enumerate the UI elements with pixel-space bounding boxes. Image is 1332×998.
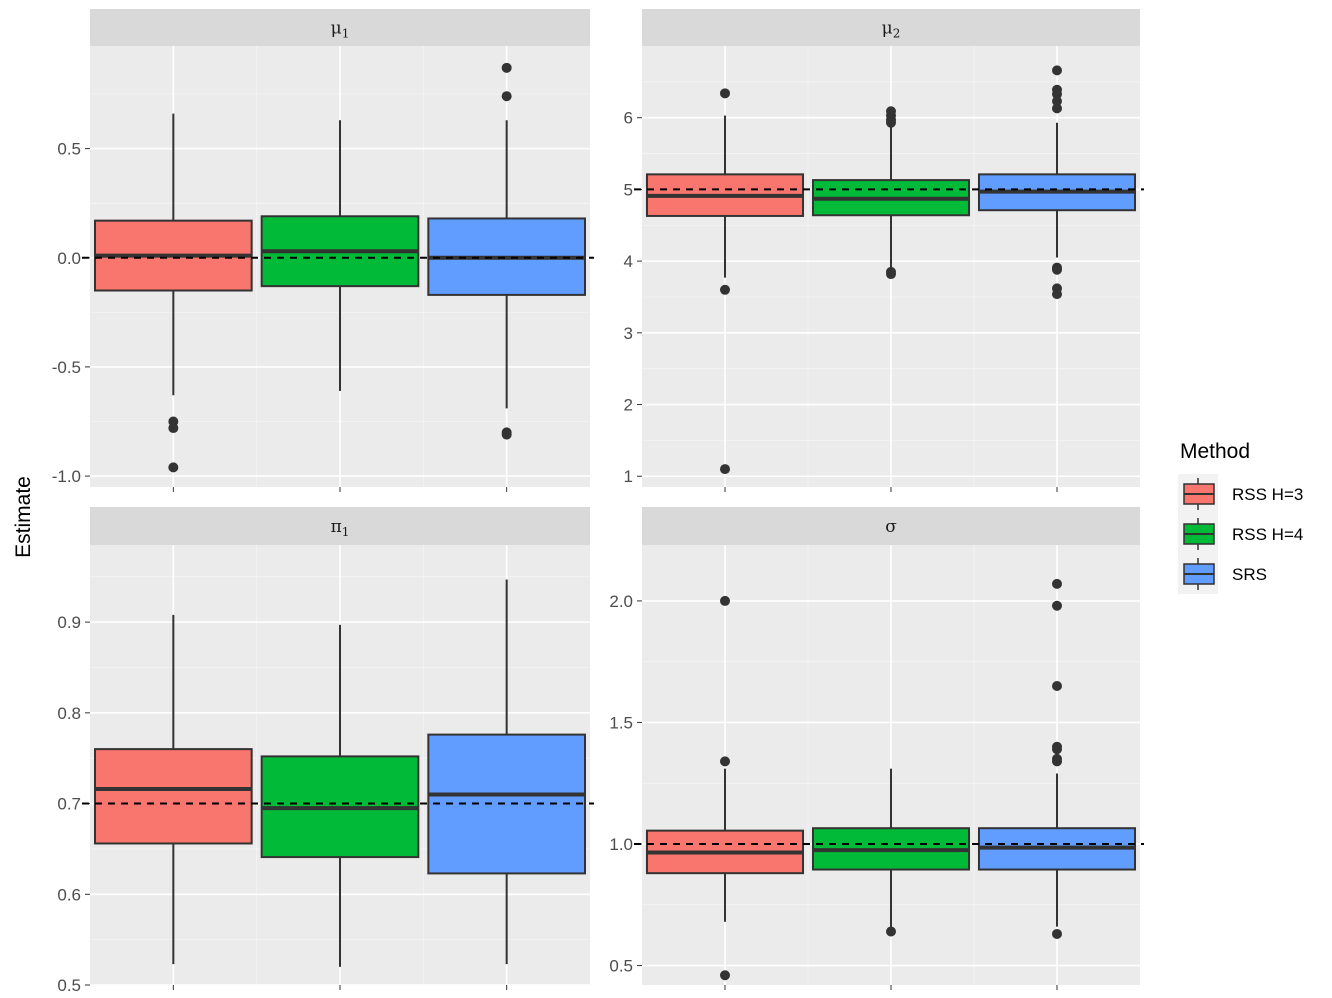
facet-strip	[90, 9, 590, 46]
y-tick-label: 0.8	[57, 704, 81, 723]
y-tick-label: 0.9	[57, 613, 81, 632]
y-tick-label: 5	[624, 180, 633, 199]
facet-strip-label: μ2	[882, 19, 901, 41]
y-axis-label: Estimate	[12, 476, 35, 558]
outlier-point	[720, 284, 730, 295]
y-tick-label: 4	[624, 252, 633, 271]
outlier-point	[501, 429, 512, 440]
legend-label: RSS H=4	[1232, 525, 1303, 544]
legend-item: RSS H=3	[1183, 478, 1303, 510]
y-tick-label: 2.0	[609, 592, 633, 611]
outlier-point	[720, 756, 730, 767]
y-tick-label: 2	[624, 396, 633, 415]
y-tick-label: -0.5	[52, 358, 81, 377]
outlier-point	[886, 106, 896, 117]
legend-title: Method	[1180, 440, 1250, 463]
outlier-point	[886, 926, 896, 937]
outlier-point	[501, 62, 512, 73]
facet-strip	[642, 9, 1140, 46]
outlier-point	[720, 88, 730, 99]
outlier-point	[1052, 600, 1062, 611]
panel-mu1: μ1 -1.0 -0.5 0.0 0.5	[52, 9, 594, 492]
y-tick-label: 1.0	[609, 835, 633, 854]
facet-strip-label: μ1	[331, 19, 350, 41]
box-2	[811, 768, 971, 937]
outlier-point	[1052, 741, 1062, 752]
box-3	[427, 579, 587, 965]
outlier-point	[1052, 289, 1062, 300]
outlier-point	[168, 462, 179, 473]
box-1	[645, 595, 805, 981]
y-tick-label: -1.0	[52, 467, 81, 486]
outlier-point	[1052, 96, 1062, 107]
outlier-point	[1052, 753, 1062, 764]
y-tick-label: 0.5	[57, 976, 81, 995]
outlier-point	[886, 269, 896, 280]
y-tick-label: 1	[624, 467, 633, 486]
facet-strip	[90, 507, 590, 545]
panel-pi1: π1 0.5 0.6 0.7 0.8 0.9	[57, 507, 594, 995]
y-tick-label: 0.5	[609, 957, 633, 976]
box-body	[427, 733, 587, 875]
box-1	[94, 614, 253, 965]
y-tick-label: 0.5	[57, 140, 81, 159]
facet-panels: μ1 -1.0 -0.5 0.0 0.5 μ2 1 2 3 4 5 6 π1 0.5 0.6 0.7 0.8 0.…	[52, 9, 1144, 995]
box-body	[94, 748, 253, 845]
box-3	[427, 62, 587, 440]
outlier-point	[1052, 264, 1062, 275]
box-1	[645, 88, 805, 475]
outlier-point	[1052, 103, 1062, 114]
outlier-point	[501, 91, 512, 102]
box-1	[94, 113, 253, 473]
y-tick-label: 6	[624, 109, 633, 128]
legend-label: RSS H=3	[1232, 485, 1303, 504]
box-2	[260, 120, 420, 391]
outlier-point	[720, 595, 730, 606]
y-tick-label: 0.6	[57, 885, 81, 904]
outlier-point	[720, 970, 730, 981]
y-tick-label: 0.7	[57, 795, 81, 814]
outlier-point	[168, 423, 179, 434]
outlier-point	[1052, 578, 1062, 589]
legend-item: SRS	[1183, 558, 1267, 590]
panel-sigma: σ 0.5 1.0 1.5 2.0	[609, 507, 1144, 990]
panel-mu2: μ2 1 2 3 4 5 6	[624, 9, 1144, 492]
outlier-point	[1052, 680, 1062, 691]
y-tick-label: 3	[624, 324, 633, 343]
outlier-point	[1052, 928, 1062, 939]
legend: Method RSS H=3 RSS H=4 SRS	[1178, 440, 1303, 594]
y-tick-label: 1.5	[609, 713, 633, 732]
y-tick-label: 0.0	[57, 249, 81, 268]
facet-strip-label: σ	[885, 517, 897, 537]
legend-label: SRS	[1232, 565, 1267, 584]
outlier-point	[720, 464, 730, 475]
legend-item: RSS H=4	[1183, 518, 1303, 550]
box-2	[260, 624, 420, 967]
box-3	[977, 65, 1137, 300]
facet-strip-label: π1	[331, 517, 350, 539]
box-2	[811, 106, 971, 280]
outlier-point	[1052, 84, 1062, 95]
outlier-point	[1052, 65, 1062, 76]
facet-strip	[642, 507, 1140, 545]
box-3	[977, 578, 1137, 939]
